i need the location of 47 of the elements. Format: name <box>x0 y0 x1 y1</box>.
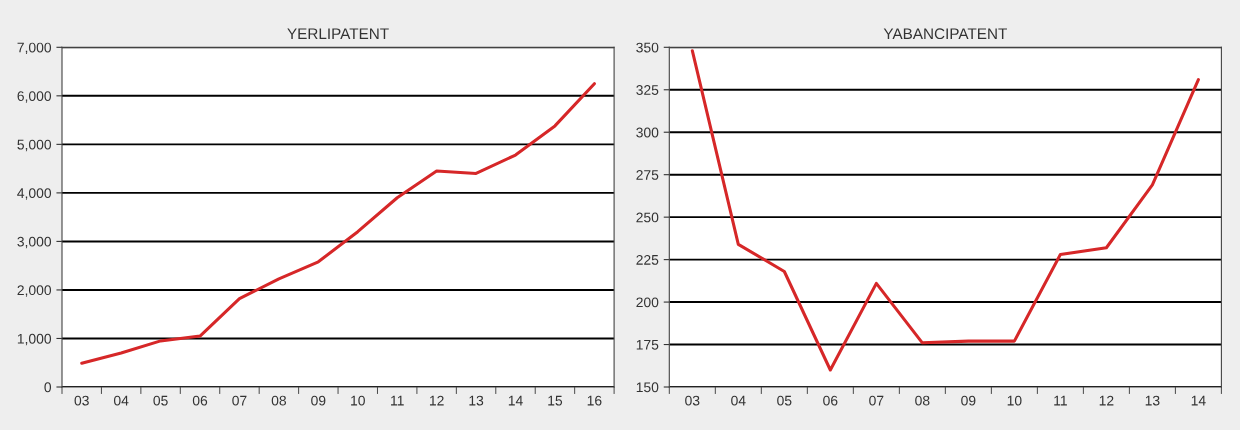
x-tick-label: 05 <box>153 395 168 406</box>
x-tick-label: 16 <box>587 395 602 406</box>
x-tick-label: 10 <box>351 395 365 406</box>
y-tick-label: 2,000 <box>17 285 52 297</box>
x-tick-label: 06 <box>192 395 208 406</box>
y-tick-label: 175 <box>636 340 659 350</box>
y-tick-label: 3,000 <box>17 236 52 249</box>
y-tick-label: 0 <box>44 382 52 393</box>
x-tick-label: 12 <box>1099 395 1114 406</box>
y-tick-label: 275 <box>636 170 659 180</box>
y-tick-label: 200 <box>636 297 659 308</box>
y-tick-label: 5,000 <box>17 139 52 152</box>
y-tick-label: 1,000 <box>17 333 52 346</box>
y-tick-label: 300 <box>636 127 659 138</box>
x-tick-label: 08 <box>271 395 287 406</box>
chart-title: YERLIPATENT <box>287 28 389 39</box>
y-tick-label: 325 <box>636 85 659 95</box>
x-tick-label: 09 <box>961 395 976 406</box>
y-tick-label: 7,000 <box>17 42 52 55</box>
x-tick-label: 05 <box>777 395 792 406</box>
x-tick-label: 03 <box>685 395 700 406</box>
x-tick-label: 13 <box>469 395 484 406</box>
x-tick-label: 06 <box>823 395 838 406</box>
x-tick-label: 04 <box>731 395 746 406</box>
y-tick-label: 225 <box>636 254 659 265</box>
x-tick-label: 03 <box>74 395 89 406</box>
line-series <box>80 82 596 365</box>
x-tick-label: 07 <box>869 395 884 406</box>
x-tick-label: 07 <box>232 395 247 406</box>
x-tick-label: 10 <box>1007 395 1022 406</box>
x-tick-label: 11 <box>391 395 404 406</box>
x-tick-label: 11 <box>1054 395 1067 406</box>
x-tick-label: 13 <box>1145 395 1160 406</box>
y-tick-label: 4,000 <box>17 188 52 200</box>
x-tick-label: 04 <box>113 395 129 406</box>
y-tick-label: 150 <box>636 382 659 393</box>
y-tick-label: 6,000 <box>17 91 52 103</box>
x-tick-label: 09 <box>311 395 326 406</box>
x-tick-label: 12 <box>429 395 444 406</box>
y-tick-label: 250 <box>636 212 659 223</box>
x-tick-label: 08 <box>915 395 930 406</box>
y-tick-label: 350 <box>636 42 659 53</box>
x-tick-label: 14 <box>508 395 523 406</box>
line-series <box>690 49 1200 372</box>
x-tick-label: 15 <box>548 395 563 406</box>
chart-title: YABANCIPATENT <box>883 28 1007 40</box>
x-tick-label: 14 <box>1191 395 1206 406</box>
